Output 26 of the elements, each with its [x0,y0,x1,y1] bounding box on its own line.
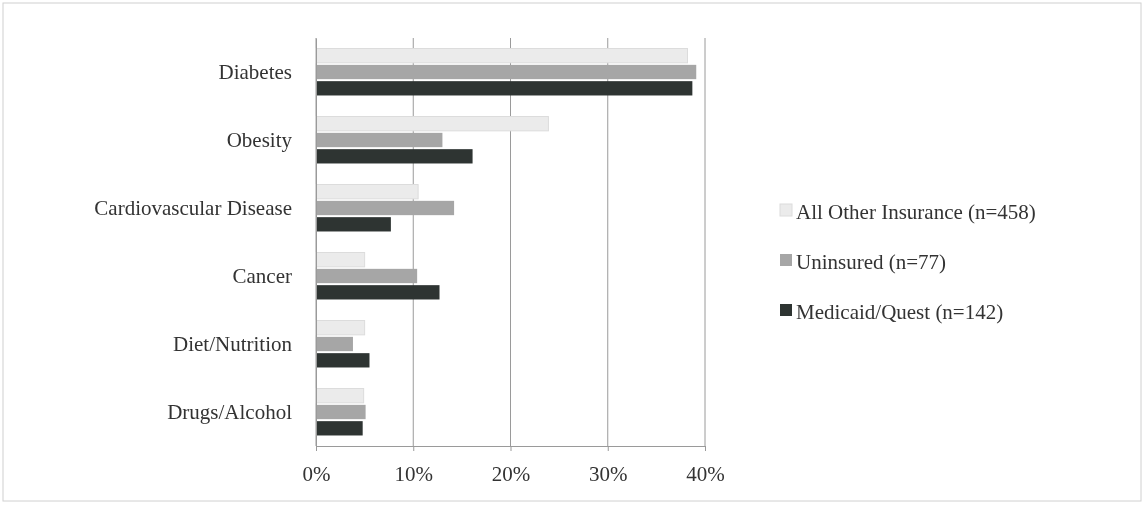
bar [315,48,688,64]
bar [315,184,419,200]
x-tick-label: 20% [491,462,531,487]
bar [316,285,440,300]
bar [316,353,370,368]
y-tick-label: Obesity [226,127,293,152]
x-tick-label: 0% [302,462,331,487]
bar [315,320,366,336]
x-tick-label: 10% [394,462,433,487]
x-tick-label: 30% [589,462,628,487]
y-tick-label: Cancer [232,263,292,288]
bar [315,388,365,404]
bar [315,252,366,268]
legend-label: Medicaid/Quest (n=142) [796,300,1004,325]
bar [316,217,391,232]
bar [316,81,693,96]
x-tick-label: 40% [686,462,725,487]
bar [315,116,549,132]
y-tick-label: Drugs/Alcohol [167,399,293,424]
y-tick-label: Diabetes [218,59,292,84]
bar [316,149,473,164]
y-tick-label: Diet/Nutrition [173,331,293,356]
legend-label: Uninsured (n=77) [796,250,947,275]
y-tick-label: Cardiovascular Disease [94,195,292,220]
bar [316,421,363,436]
legend-label: All Other Insurance (n=458) [796,200,1036,225]
